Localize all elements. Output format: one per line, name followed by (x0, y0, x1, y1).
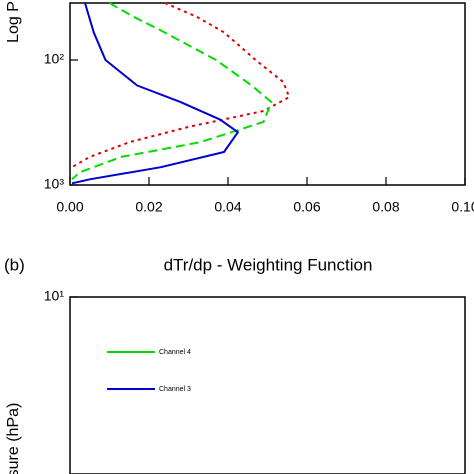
x-tick-label: 0.00 (56, 199, 83, 215)
y-axis-label: sure (hPa) (5, 403, 22, 474)
y-axis-label: Log P (5, 1, 22, 43)
plot-frame (69, 296, 466, 474)
panel-label: (b) (4, 255, 25, 274)
legend-label: Channel 3 (159, 386, 191, 393)
data-line (71, 2, 239, 185)
data-line (71, 2, 291, 169)
y-tick-label: 10² (44, 51, 65, 67)
x-tick-label: 0.10 (451, 199, 474, 215)
data-line (71, 2, 273, 181)
x-tick-label: 0.06 (293, 199, 320, 215)
chart-title: dTr/dp - Weighting Function (164, 255, 373, 274)
y-tick-label: 10³ (44, 176, 65, 192)
y-tick-label: 10¹ (44, 288, 65, 304)
x-tick-label: 0.04 (214, 199, 241, 215)
plot-frame (69, 2, 466, 186)
x-tick-label: 0.08 (372, 199, 399, 215)
legend-label: Channel 4 (159, 349, 191, 356)
x-tick-label: 0.02 (135, 199, 162, 215)
